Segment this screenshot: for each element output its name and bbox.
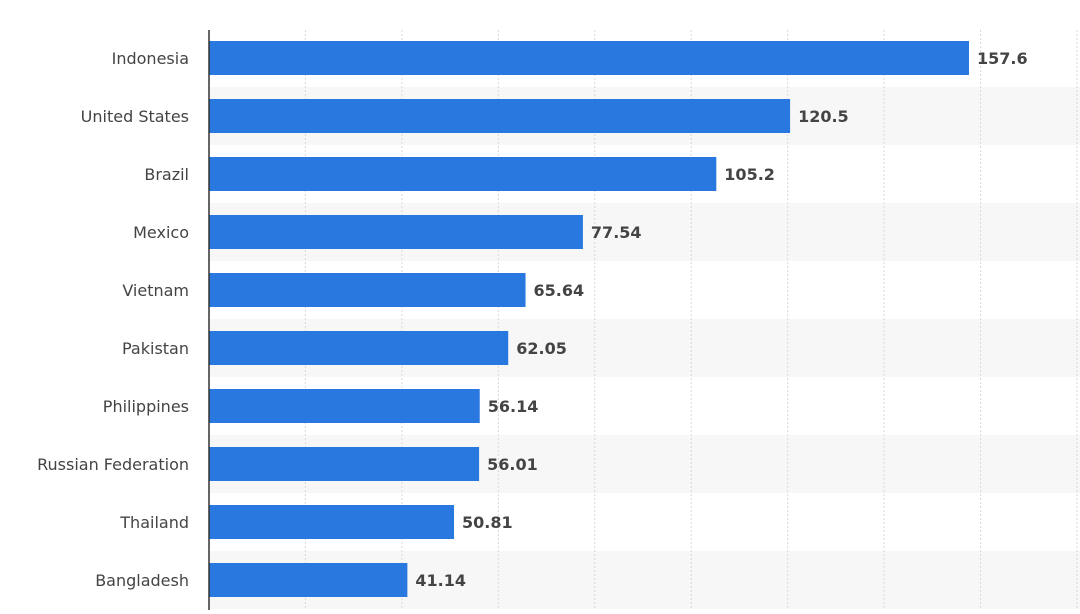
category-label: Brazil	[144, 165, 189, 184]
value-label: 157.6	[977, 49, 1028, 68]
category-label: Pakistan	[122, 339, 189, 358]
bar[interactable]	[209, 563, 408, 597]
value-labels: 157.6 120.5 105.2 77.54 65.64 62.05 56.14 56.01…	[415, 49, 1027, 590]
bar[interactable]	[209, 157, 717, 191]
bar[interactable]	[209, 505, 455, 539]
category-label: Bangladesh	[95, 571, 189, 590]
category-label: Mexico	[133, 223, 189, 242]
bar[interactable]	[209, 331, 509, 365]
bar[interactable]	[209, 41, 969, 75]
value-label: 105.2	[724, 165, 775, 184]
category-label: Russian Federation	[37, 455, 189, 474]
value-label: 41.14	[415, 571, 466, 590]
category-label: Thailand	[119, 513, 189, 532]
bar[interactable]	[209, 447, 480, 481]
value-label: 77.54	[591, 223, 642, 242]
bar[interactable]	[209, 273, 526, 307]
category-labels: Indonesia United States Brazil Mexico Vietna…	[37, 49, 189, 590]
value-label: 50.81	[462, 513, 513, 532]
category-label: Philippines	[103, 397, 189, 416]
bars	[209, 41, 969, 597]
value-label: 65.64	[534, 281, 585, 300]
value-label: 56.14	[488, 397, 539, 416]
bar[interactable]	[209, 99, 791, 133]
bar[interactable]	[209, 215, 583, 249]
value-label: 62.05	[516, 339, 567, 358]
value-label: 56.01	[487, 455, 538, 474]
category-label: Indonesia	[112, 49, 189, 68]
category-label: United States	[81, 107, 189, 126]
bar[interactable]	[209, 389, 480, 423]
value-label: 120.5	[798, 107, 849, 126]
category-label: Vietnam	[122, 281, 189, 300]
